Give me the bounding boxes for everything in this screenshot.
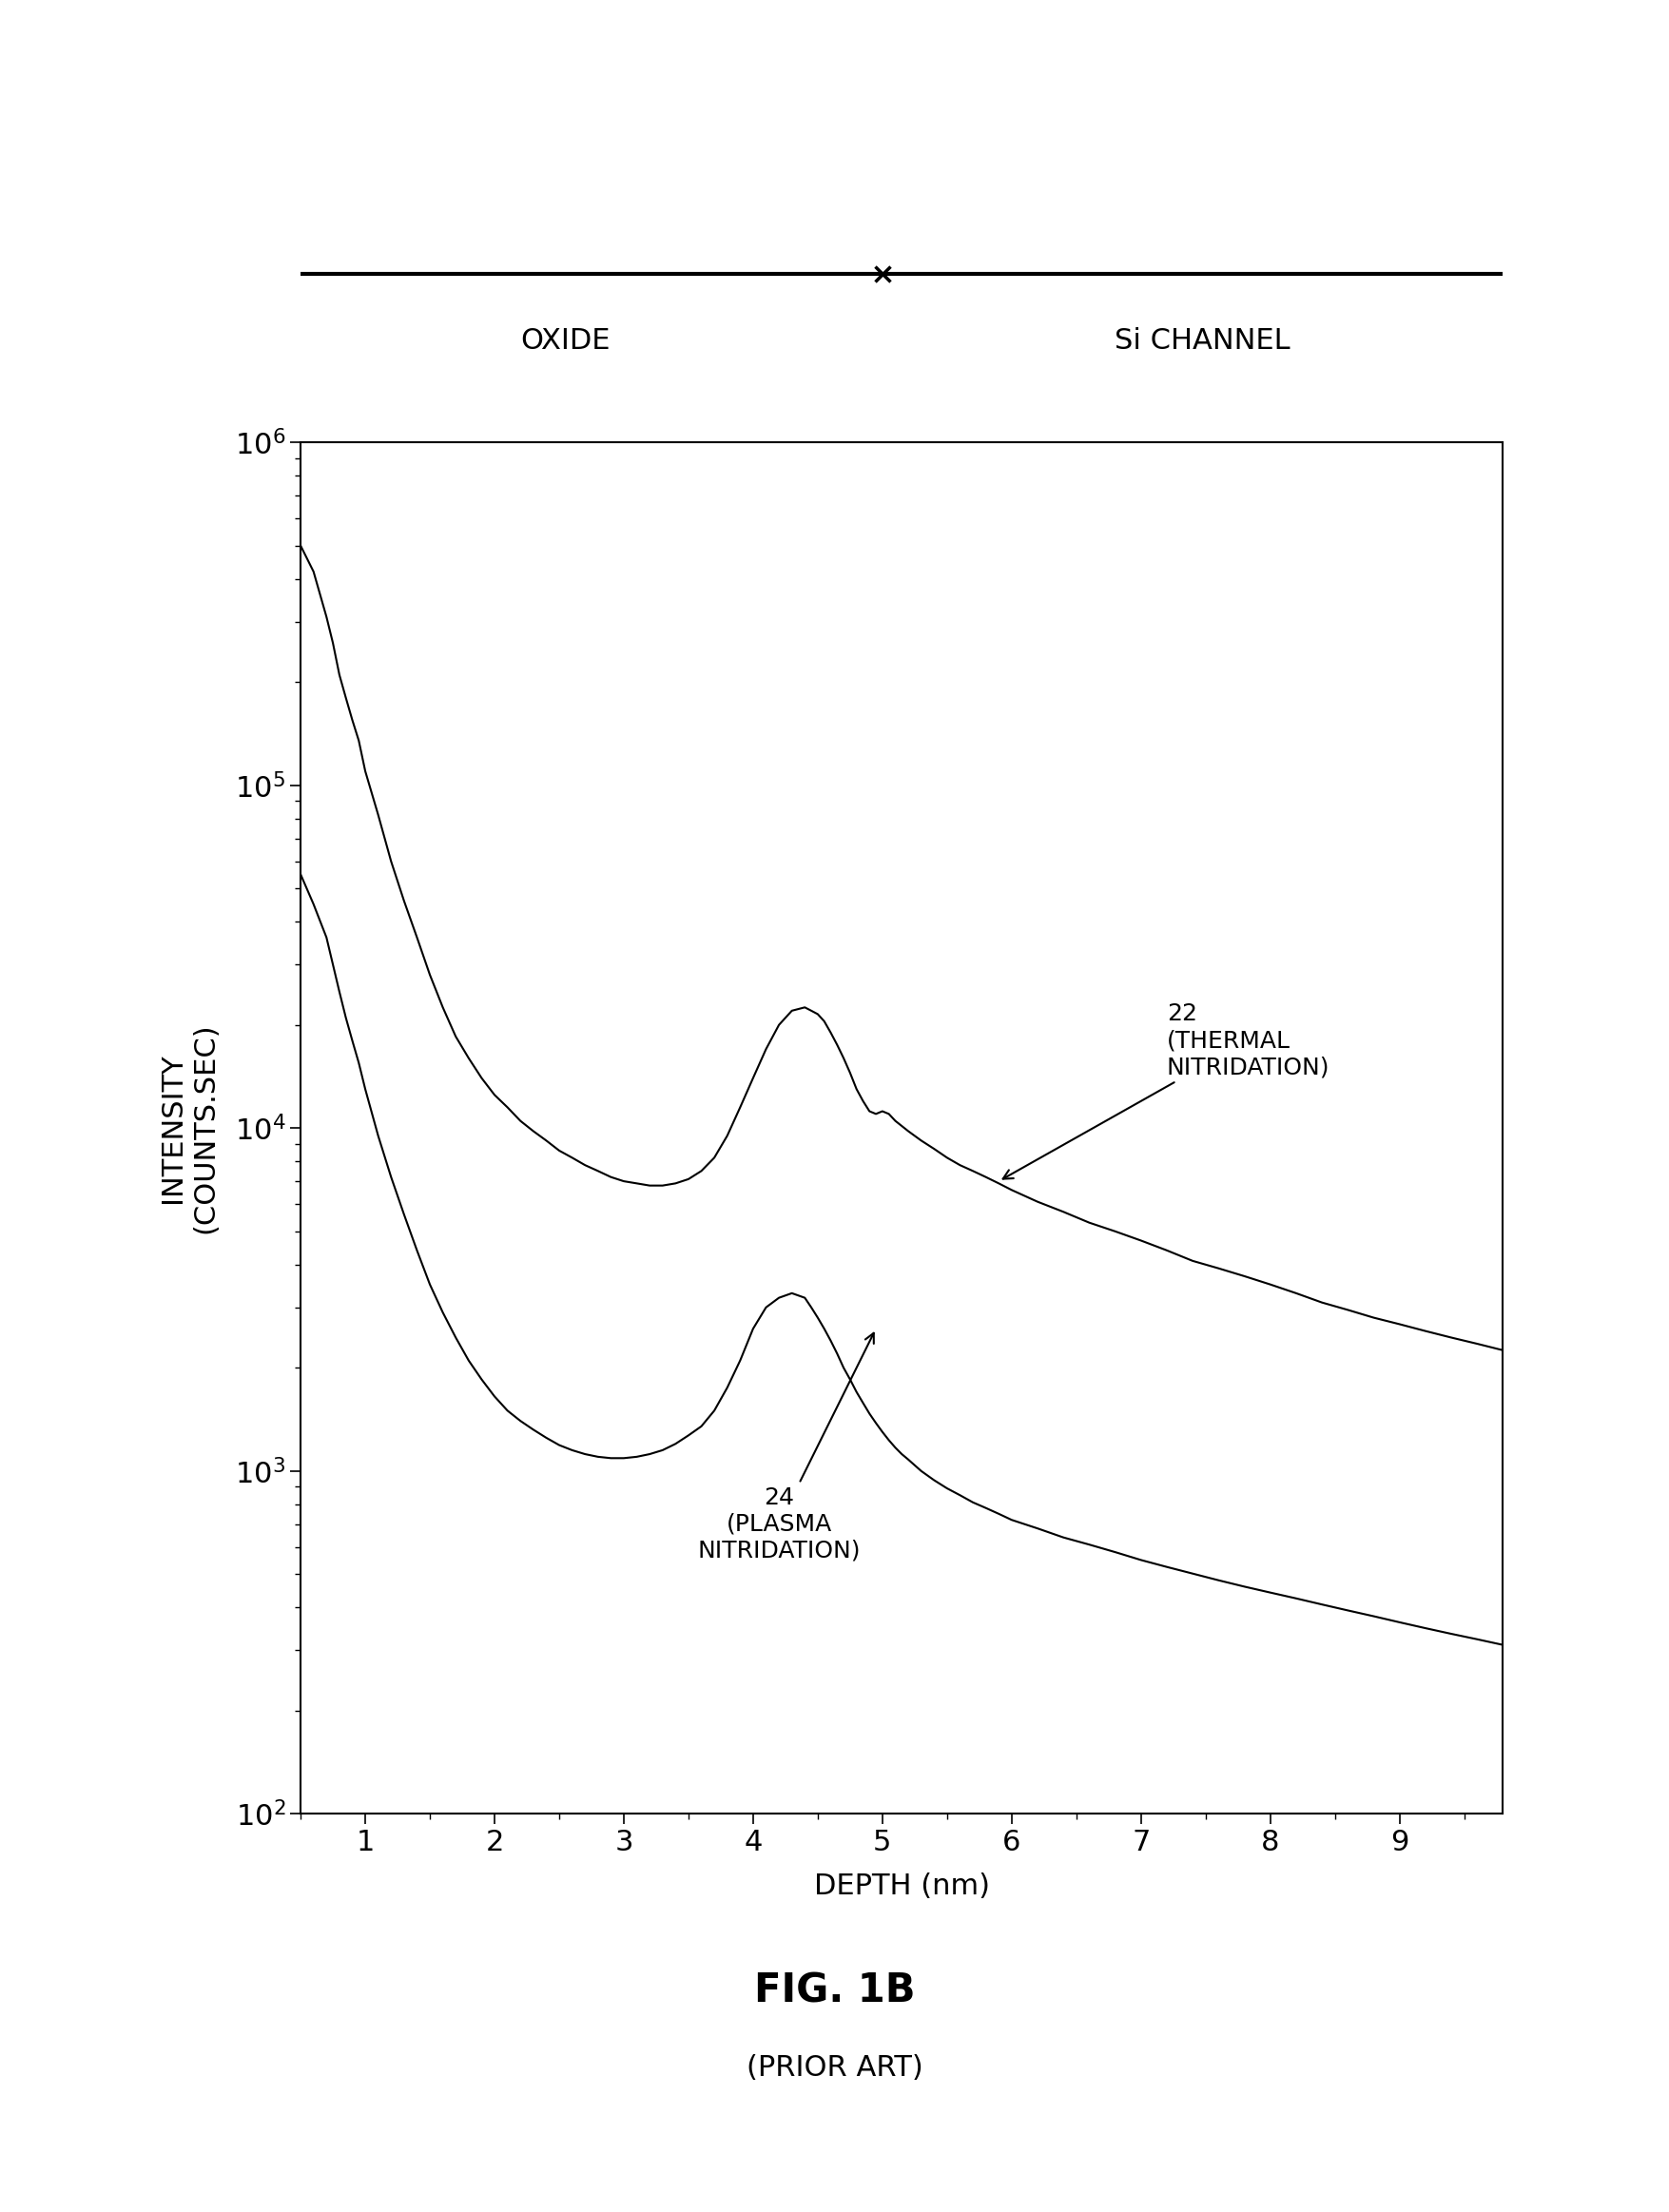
- Text: Si CHANNEL: Si CHANNEL: [1113, 327, 1290, 354]
- Y-axis label: INTENSITY
(COUNTS.SEC): INTENSITY (COUNTS.SEC): [159, 1022, 219, 1234]
- Text: FIG. 1B: FIG. 1B: [754, 1971, 915, 2011]
- Text: (PRIOR ART): (PRIOR ART): [746, 2055, 923, 2081]
- Text: 24
(PLASMA
NITRIDATION): 24 (PLASMA NITRIDATION): [698, 1334, 873, 1562]
- Text: OXIDE: OXIDE: [519, 327, 609, 354]
- Text: 22
(THERMAL
NITRIDATION): 22 (THERMAL NITRIDATION): [1003, 1002, 1329, 1179]
- X-axis label: DEPTH (nm): DEPTH (nm): [813, 1871, 990, 1900]
